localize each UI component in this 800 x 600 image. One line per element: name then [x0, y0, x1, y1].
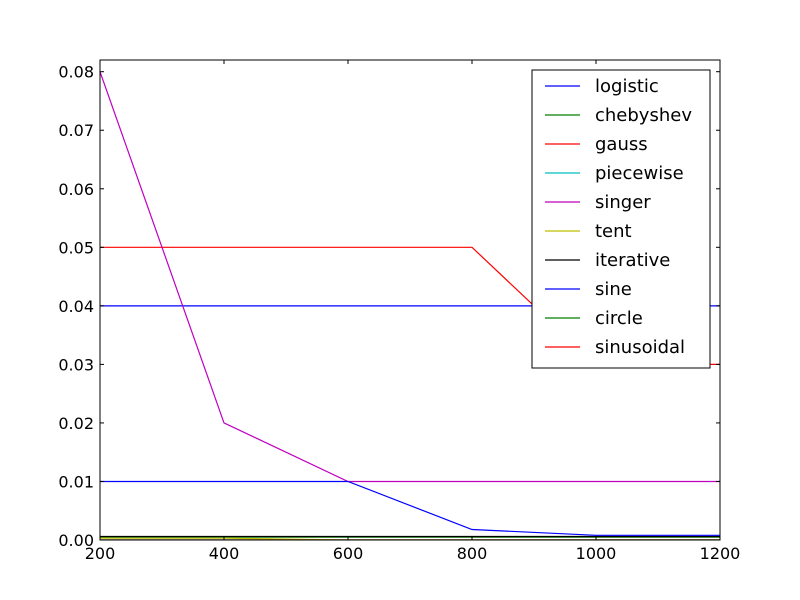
- y-tick-label: 0.05: [58, 238, 94, 257]
- x-tick-label: 600: [333, 544, 364, 563]
- legend-label-sinusoidal: sinusoidal: [595, 337, 685, 358]
- x-tick-label: 200: [85, 544, 116, 563]
- legend-label-circle: circle: [595, 308, 643, 329]
- x-tick-label: 400: [209, 544, 240, 563]
- y-tick-label: 0.01: [58, 472, 94, 491]
- y-tick-label: 0.04: [58, 297, 94, 316]
- legend-label-tent: tent: [595, 221, 632, 242]
- series-line-singer: [100, 71, 720, 483]
- series-line-sine: [100, 480, 720, 536]
- legend: logistic chebyshev gauss piecewise singer ten…: [531, 69, 711, 369]
- axes-frame: [99, 59, 721, 541]
- x-tick-label: 1200: [700, 544, 741, 563]
- legend-label-logistic: logistic: [595, 76, 659, 97]
- y-tick-label: 0.03: [58, 355, 94, 374]
- y-tick-label: 0.02: [58, 414, 94, 433]
- legend-label-piecewise: piecewise: [595, 163, 684, 184]
- legend-label-singer: singer: [595, 192, 651, 213]
- ticks-layer: 200 400 600 800 1000 1200 0.00 0.01 0.02 0.03 0.04…: [58, 60, 740, 563]
- y-tick-label: 0.00: [58, 531, 94, 550]
- legend-label-gauss: gauss: [595, 134, 648, 155]
- y-tick-label: 0.08: [58, 63, 94, 82]
- legend-label-sine: sine: [595, 279, 632, 300]
- legend-label-chebyshev: chebyshev: [595, 105, 692, 126]
- y-tick-label: 0.07: [58, 121, 94, 140]
- series-line-tent: [100, 537, 720, 540]
- series-layer: [100, 71, 720, 540]
- legend-label-iterative: iterative: [595, 250, 670, 271]
- x-tick-label: 1000: [576, 544, 617, 563]
- x-tick-label: 800: [457, 544, 488, 563]
- y-tick-label: 0.06: [58, 180, 94, 199]
